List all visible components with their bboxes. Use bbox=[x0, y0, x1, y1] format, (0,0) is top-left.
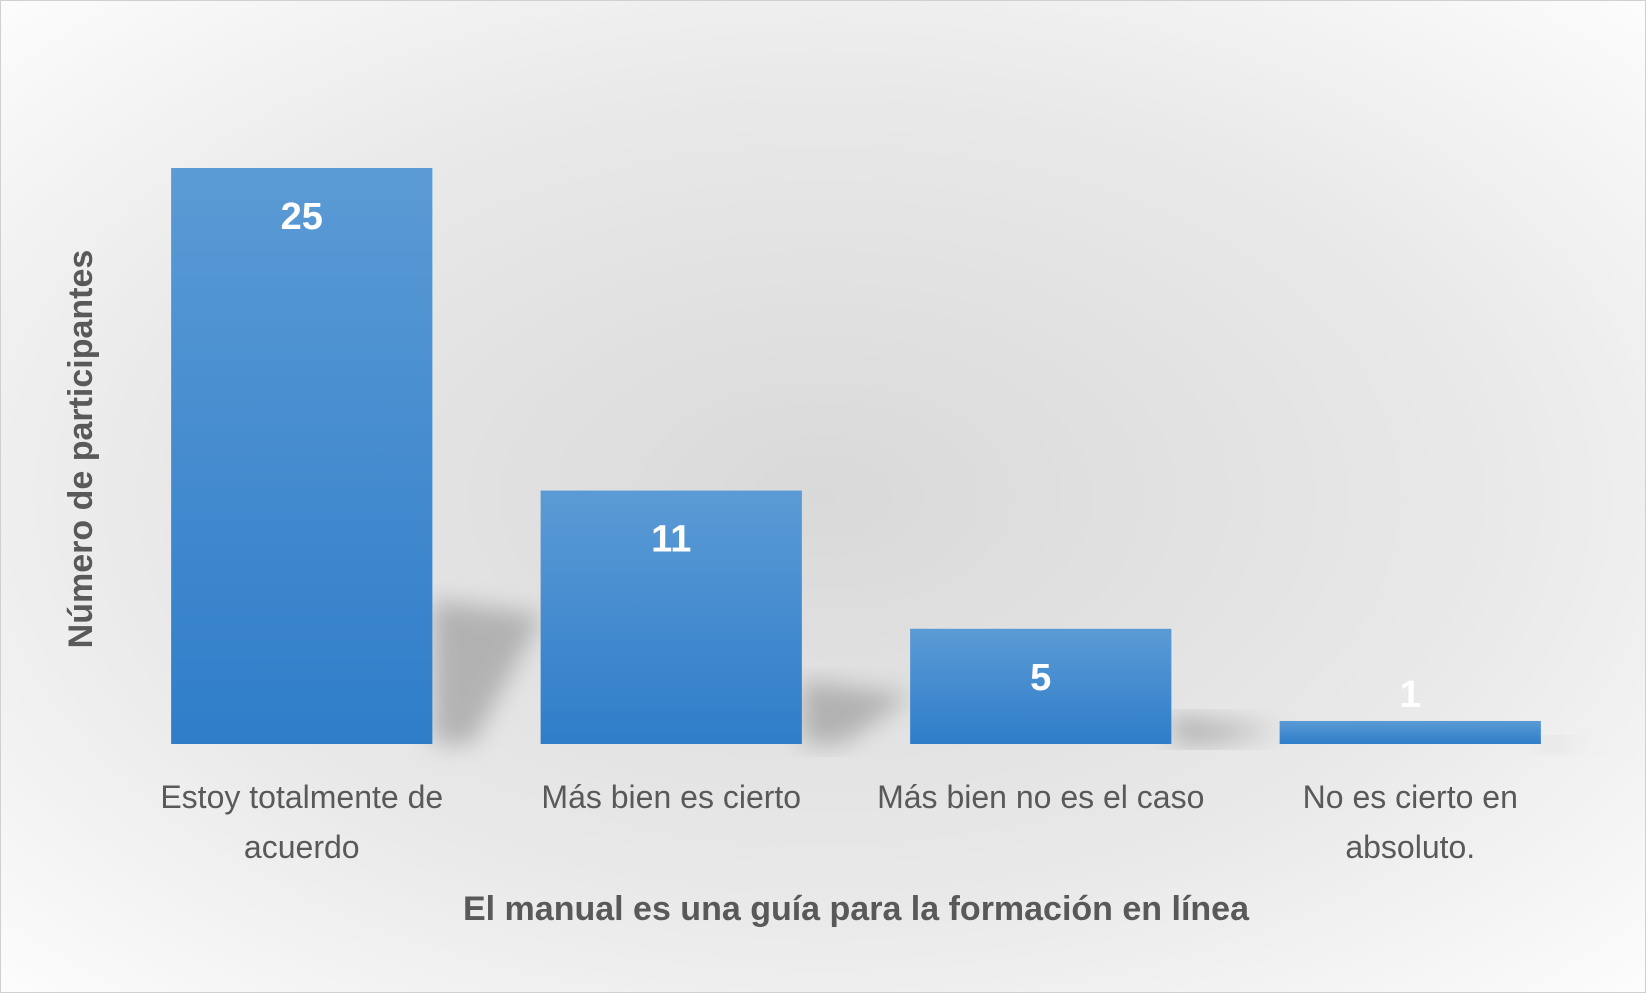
bar-shadow bbox=[1171, 715, 1282, 744]
data-label: 11 bbox=[651, 519, 691, 561]
x-tick-label: Más bien es cierto bbox=[541, 779, 802, 815]
bar bbox=[1279, 720, 1541, 744]
bar bbox=[171, 168, 433, 744]
y-axis-title: Número de participantes bbox=[62, 250, 100, 649]
bar bbox=[910, 628, 1172, 744]
x-axis-title: El manual es una guía para la formación … bbox=[463, 890, 1250, 928]
data-label: 1 bbox=[1400, 674, 1421, 716]
bar bbox=[540, 490, 802, 744]
data-label: 5 bbox=[1030, 657, 1051, 699]
bar-shadow bbox=[1540, 738, 1645, 753]
data-label: 25 bbox=[281, 196, 323, 238]
x-tick-label: Estoy totalmente de acuerdo bbox=[160, 779, 444, 865]
x-tick-label: No es cierto en absoluto. bbox=[1302, 779, 1518, 865]
bar-shadow bbox=[432, 600, 543, 744]
bar-shadow bbox=[801, 680, 912, 744]
x-tick-label: Más bien no es el caso bbox=[877, 779, 1205, 815]
